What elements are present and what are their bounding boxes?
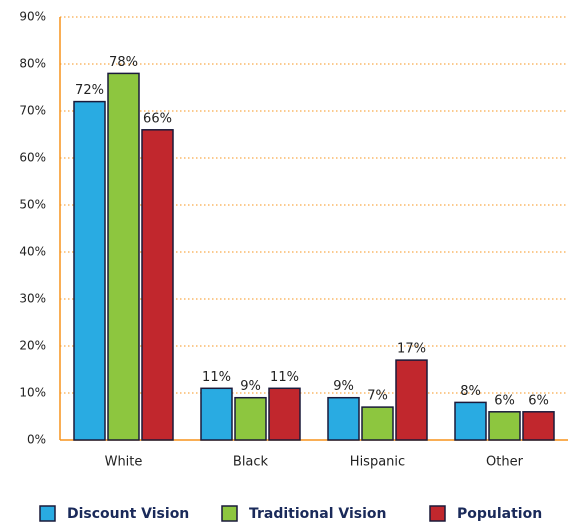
data-label: 11%	[270, 370, 299, 385]
y-tick-label: 0%	[27, 433, 46, 447]
y-tick-label: 90%	[19, 10, 46, 24]
x-tick-label: Other	[486, 455, 524, 470]
y-tick-label: 60%	[19, 151, 46, 165]
bar	[73, 100, 106, 441]
y-tick-label: 10%	[19, 386, 46, 400]
data-label: 9%	[333, 379, 354, 394]
bar	[361, 406, 394, 441]
legend-swatch	[429, 505, 446, 522]
data-label: 6%	[494, 393, 515, 408]
x-tick-label: Hispanic	[350, 455, 405, 470]
bar	[141, 129, 174, 441]
y-tick-label: 50%	[19, 198, 46, 212]
data-label: 17%	[397, 342, 426, 357]
bar	[234, 396, 267, 441]
data-label: 8%	[460, 384, 481, 399]
y-tick-label: 80%	[19, 57, 46, 71]
y-tick-label: 30%	[19, 292, 46, 306]
data-label: 66%	[143, 111, 172, 126]
data-label: 11%	[202, 370, 231, 385]
bar	[522, 411, 555, 441]
data-label: 72%	[75, 83, 104, 98]
bar	[395, 359, 428, 441]
bar	[200, 387, 233, 441]
legend-label: Population	[457, 506, 542, 522]
legend-label: Traditional Vision	[249, 506, 386, 522]
legend-swatch	[221, 505, 238, 522]
y-tick-label: 40%	[19, 245, 46, 259]
x-tick-label: White	[105, 455, 143, 470]
x-tick-label: Black	[233, 455, 269, 470]
data-label: 9%	[240, 379, 261, 394]
y-tick-label: 70%	[19, 104, 46, 118]
bar	[454, 401, 487, 441]
legend-swatch	[39, 505, 56, 522]
data-label: 6%	[528, 393, 549, 408]
bar	[107, 72, 140, 441]
y-tick-label: 20%	[19, 339, 46, 353]
data-label: 78%	[109, 55, 138, 70]
legend-label: Discount Vision	[67, 506, 189, 522]
bar	[488, 411, 521, 441]
bar	[268, 387, 301, 441]
data-label: 7%	[367, 389, 388, 404]
bar	[327, 396, 360, 441]
